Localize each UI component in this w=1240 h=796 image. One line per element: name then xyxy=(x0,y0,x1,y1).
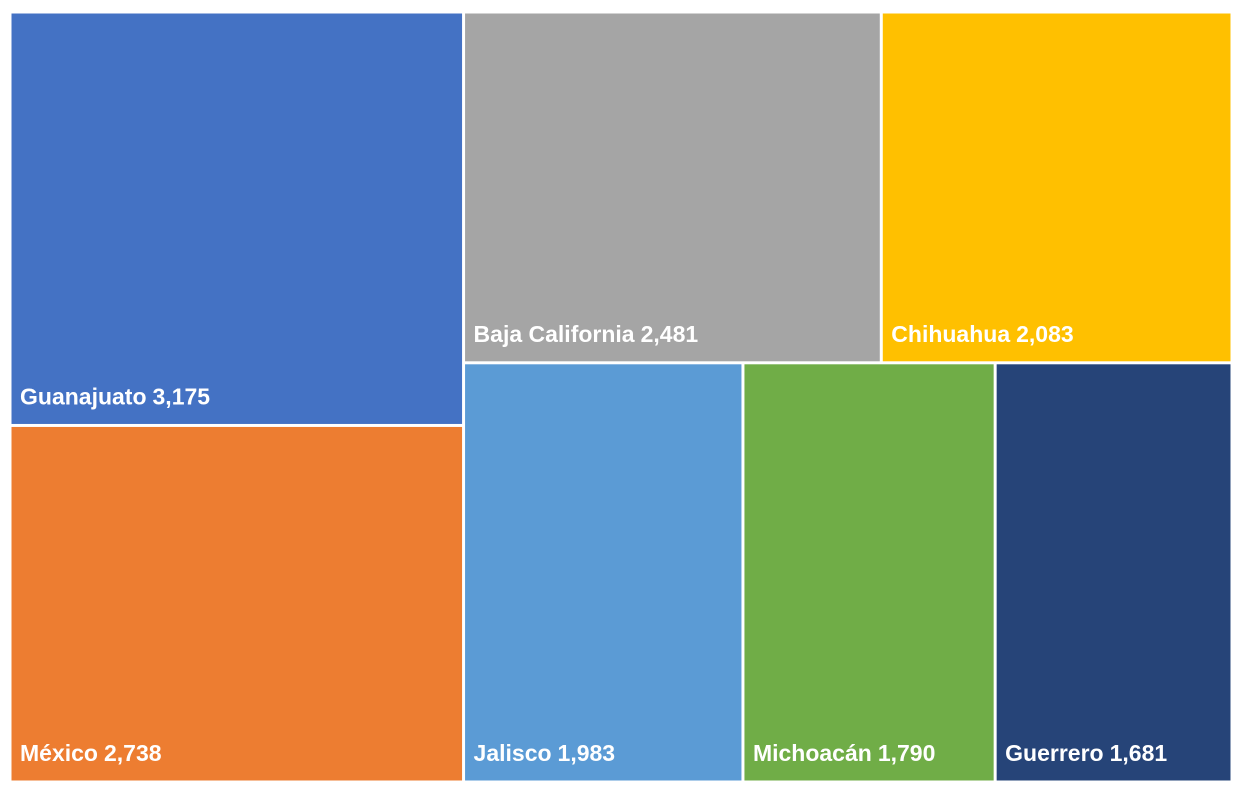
value-label: 1,681 xyxy=(1110,740,1168,766)
tile-label: Chihuahua xyxy=(891,321,1010,347)
tile-label: Michoacán xyxy=(753,740,872,766)
tile xyxy=(744,364,994,781)
tile-label: Guerrero xyxy=(1005,740,1103,766)
tile xyxy=(11,13,463,424)
tile-label: Jalisco xyxy=(474,740,552,766)
value-label: 3,175 xyxy=(153,384,211,410)
tile xyxy=(11,426,463,781)
value-label: 1,790 xyxy=(878,740,936,766)
value-label: 2,083 xyxy=(1016,321,1074,347)
tile-label: Baja California xyxy=(474,321,635,347)
tile xyxy=(882,13,1231,362)
tile-label: Guanajuato xyxy=(20,384,147,410)
value-label: 2,481 xyxy=(641,321,699,347)
tile xyxy=(465,364,742,781)
value-label: 1,983 xyxy=(558,740,616,766)
tile-label: México xyxy=(20,740,98,766)
value-label: 2,738 xyxy=(104,740,162,766)
tile xyxy=(996,364,1231,781)
tile xyxy=(465,13,880,362)
